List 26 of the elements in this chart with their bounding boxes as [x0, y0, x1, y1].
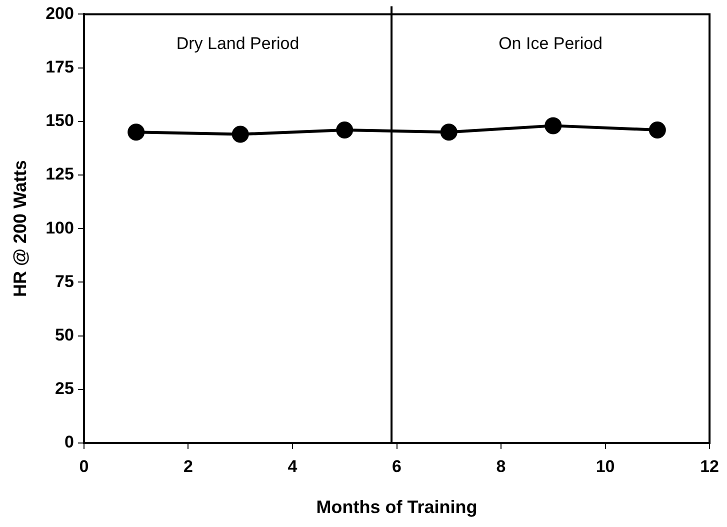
x-tick-label: 2: [183, 456, 193, 476]
x-tick-label: 4: [288, 456, 298, 476]
annotation: Dry Land Period: [176, 34, 300, 53]
point: [440, 124, 458, 141]
x-tick-label: 12: [700, 456, 720, 476]
y-axis-title: HR @ 200 Watts: [10, 160, 30, 298]
point: [128, 124, 145, 141]
point: [648, 121, 666, 138]
y-tick-label: 100: [46, 218, 74, 238]
y-tick-label: 25: [55, 379, 74, 398]
x-axis-title: Months of Training: [316, 497, 478, 518]
y-tick-label: 0: [64, 432, 74, 452]
annotation: On Ice Period: [498, 34, 603, 53]
y-tick-label: 175: [46, 57, 74, 76]
y-tick-label: 150: [46, 111, 74, 130]
y-tick-label: 125: [46, 164, 74, 184]
point: [336, 121, 354, 138]
x-tick-label: 0: [79, 456, 89, 476]
y-tick-label: 50: [55, 325, 74, 344]
x-tick-label: 8: [496, 456, 506, 476]
point: [544, 117, 562, 134]
x-tick-label: 10: [596, 456, 615, 476]
x-tick-label: 6: [392, 456, 402, 476]
point: [232, 126, 249, 143]
y-tick-label: 200: [46, 4, 74, 23]
y-tick-label: 75: [55, 272, 74, 291]
